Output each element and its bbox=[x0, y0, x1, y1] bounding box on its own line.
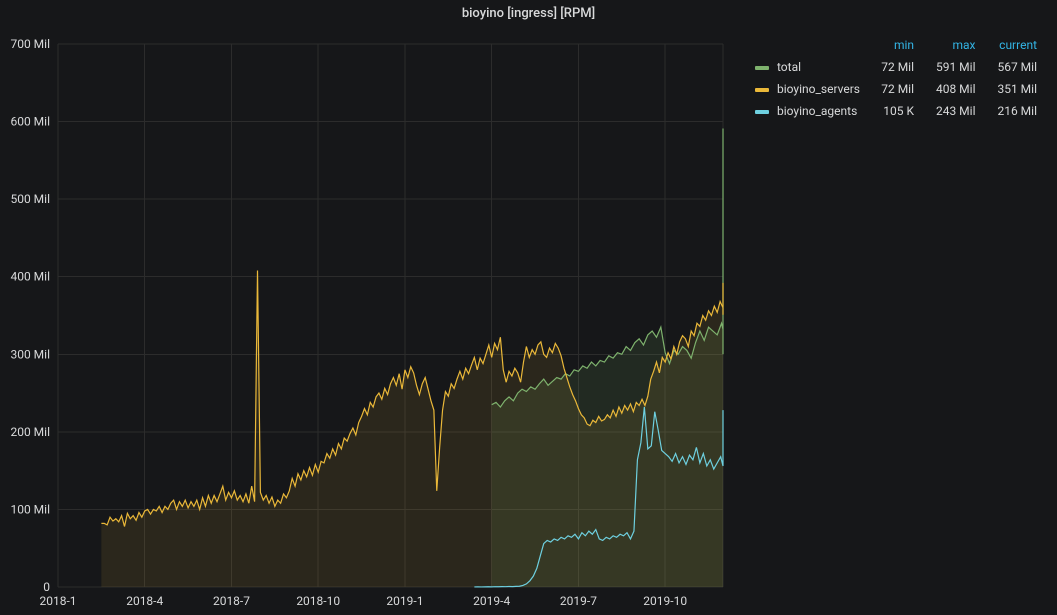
legend-max: 243 Mil bbox=[920, 100, 981, 122]
legend-swatch bbox=[755, 66, 769, 70]
legend-current: 216 Mil bbox=[982, 100, 1044, 122]
legend-min: 105 K bbox=[867, 100, 920, 122]
x-tick-label: 2018-1 bbox=[39, 594, 76, 608]
y-tick-label: 200 Mil bbox=[10, 425, 50, 439]
x-tick-label: 2018-10 bbox=[296, 594, 340, 608]
x-tick-label: 2019-10 bbox=[643, 594, 687, 608]
panel-body: 0 100 Mil 200 Mil 300 Mil 400 Mil 500 Mil 600 … bbox=[0, 28, 1057, 615]
x-tick-label: 2019-1 bbox=[386, 594, 423, 608]
legend-area: min max current total72 Mil591 Mil567 Mi… bbox=[735, 28, 1057, 615]
x-tick-label: 2018-7 bbox=[213, 594, 250, 608]
y-tick-label: 600 Mil bbox=[10, 115, 50, 129]
legend-header-min[interactable]: min bbox=[867, 34, 920, 56]
y-tick-label: 0 bbox=[43, 580, 50, 594]
legend-max: 591 Mil bbox=[920, 56, 981, 78]
x-tick-label: 2019-7 bbox=[560, 594, 597, 608]
panel-title[interactable]: bioyino [ingress] [RPM] bbox=[0, 0, 1057, 28]
legend-table: min max current total72 Mil591 Mil567 Mi… bbox=[749, 34, 1043, 122]
legend-current: 567 Mil bbox=[982, 56, 1044, 78]
legend-series-name[interactable]: total bbox=[749, 56, 867, 78]
x-tick-label: 2019-4 bbox=[473, 594, 510, 608]
legend-header-name[interactable] bbox=[749, 34, 867, 56]
legend-current: 351 Mil bbox=[982, 78, 1044, 100]
y-tick-label: 300 Mil bbox=[10, 347, 50, 361]
series-area-bioyino_servers bbox=[101, 271, 723, 587]
legend-header-max[interactable]: max bbox=[920, 34, 981, 56]
x-tick-label: 2018-4 bbox=[126, 594, 163, 608]
legend-swatch bbox=[755, 88, 769, 92]
y-tick-label: 100 Mil bbox=[10, 502, 50, 516]
legend-max: 408 Mil bbox=[920, 78, 981, 100]
chart-svg: 0 100 Mil 200 Mil 300 Mil 400 Mil 500 Mil 600 … bbox=[0, 28, 735, 615]
y-tick-label: 400 Mil bbox=[10, 270, 50, 284]
legend-series-name[interactable]: bioyino_agents bbox=[749, 100, 867, 122]
legend-min: 72 Mil bbox=[867, 78, 920, 100]
legend-header-current[interactable]: current bbox=[982, 34, 1044, 56]
y-tick-label: 500 Mil bbox=[10, 192, 50, 206]
legend-swatch bbox=[755, 110, 769, 114]
legend-row[interactable]: bioyino_servers72 Mil408 Mil351 Mil bbox=[749, 78, 1043, 100]
y-tick-label: 700 Mil bbox=[10, 37, 50, 51]
legend-row[interactable]: bioyino_agents105 K243 Mil216 Mil bbox=[749, 100, 1043, 122]
legend-row[interactable]: total72 Mil591 Mil567 Mil bbox=[749, 56, 1043, 78]
legend-series-name[interactable]: bioyino_servers bbox=[749, 78, 867, 100]
legend-min: 72 Mil bbox=[867, 56, 920, 78]
chart-area[interactable]: 0 100 Mil 200 Mil 300 Mil 400 Mil 500 Mil 600 … bbox=[0, 28, 735, 615]
panel: bioyino [ingress] [RPM] 0 100 Mil 200 Mil 3… bbox=[0, 0, 1057, 615]
